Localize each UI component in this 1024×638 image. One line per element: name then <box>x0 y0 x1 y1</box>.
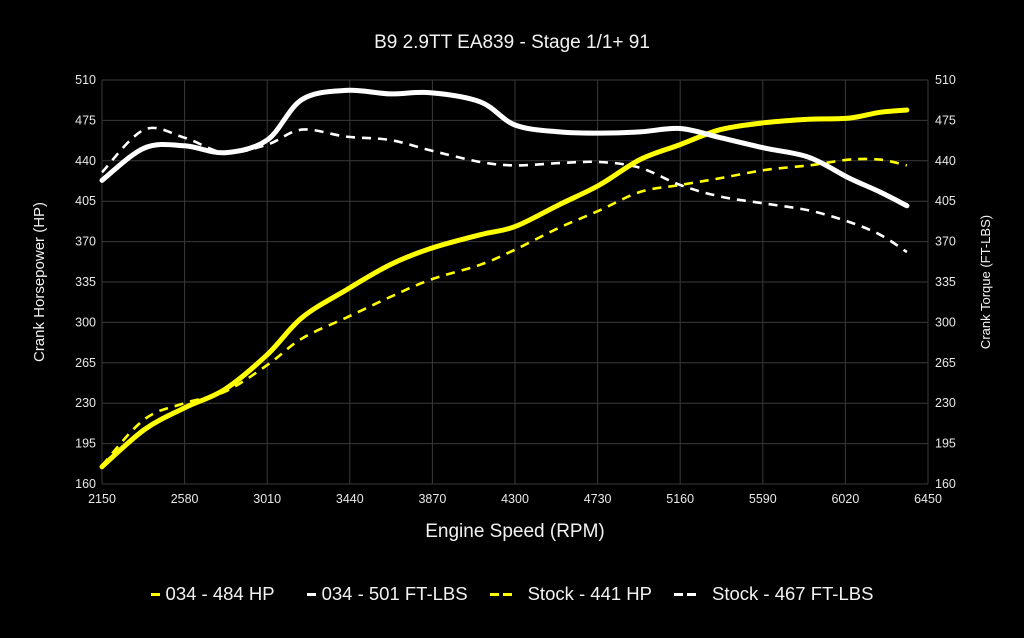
y-right-tick-label: 440 <box>935 154 956 168</box>
y-tick-label: 265 <box>75 356 96 370</box>
y-tick-label: 300 <box>75 315 96 329</box>
y-right-tick-label: 265 <box>935 356 956 370</box>
legend-label: Stock - 467 FT-LBS <box>712 583 874 604</box>
x-tick-label: 5160 <box>666 492 694 506</box>
y-right-tick-label: 195 <box>935 437 956 451</box>
x-tick-label: 3870 <box>418 492 446 506</box>
y-right-tick-label: 405 <box>935 194 956 208</box>
y-right-tick-label: 230 <box>935 396 956 410</box>
y-tick-label: 160 <box>75 477 96 491</box>
y-tick-label: 230 <box>75 396 96 410</box>
legend-item-034-hp: 034 - 484 HP <box>150 583 275 605</box>
legend-item-stock-torque: Stock - 467 FT-LBS <box>674 583 873 605</box>
x-tick-label: 3010 <box>253 492 281 506</box>
y-tick-label: 510 <box>75 73 96 87</box>
chart-legend: 034 - 484 HP 034 - 501 FT-LBS Stock - 44… <box>0 583 1024 605</box>
x-tick-label: 5590 <box>749 492 777 506</box>
y-tick-label: 370 <box>75 235 96 249</box>
legend-label: 034 - 484 HP <box>165 583 275 604</box>
legend-item-034-torque: 034 - 501 FT-LBS <box>306 583 468 605</box>
legend-label: Stock - 441 HP <box>527 583 653 604</box>
x-axis-ticks: 2150 2580 3010 3440 3870 4300 4730 5160 5590 6020… <box>88 492 942 506</box>
y-right-tick-label: 300 <box>935 315 956 329</box>
solid-yellow-swatch-icon <box>150 592 160 596</box>
legend-label: 034 - 501 FT-LBS <box>321 583 468 604</box>
x-tick-label: 4300 <box>501 492 529 506</box>
y-axis-right-ticks: 160 195 230 265 300 335 370 405 440 475 510 <box>935 73 956 491</box>
y-tick-label: 475 <box>75 113 96 127</box>
y-tick-label: 335 <box>75 275 96 289</box>
x-tick-label: 6450 <box>914 492 942 506</box>
x-axis-title: Engine Speed (RPM) <box>425 521 605 542</box>
y-right-tick-label: 510 <box>935 73 956 87</box>
y-right-tick-label: 160 <box>935 477 956 491</box>
series-line-034-501-ft-lbs <box>99 87 910 209</box>
y-axis-left-title: Crank Horsepower (HP) <box>31 202 48 362</box>
x-tick-label: 3440 <box>336 492 364 506</box>
x-tick-label: 2580 <box>171 492 199 506</box>
chart-title: B9 2.9TT EA839 - Stage 1/1+ 91 <box>374 32 650 53</box>
y-axis-right-title: Crank Torque (FT-LBS) <box>978 215 993 349</box>
y-axis-left-ticks: 160 195 230 265 300 335 370 405 440 475 510 <box>75 73 96 491</box>
x-tick-label: 4730 <box>584 492 612 506</box>
series-line-stock-467-ft-lbs <box>101 126 908 254</box>
y-tick-label: 440 <box>75 154 96 168</box>
y-tick-label: 405 <box>75 194 96 208</box>
x-tick-label: 6020 <box>831 492 859 506</box>
dashed-white-swatch-icon <box>674 592 697 596</box>
y-tick-label: 195 <box>75 437 96 451</box>
data-lines <box>99 87 910 470</box>
dashed-yellow-swatch-icon <box>489 592 512 596</box>
series-line-034-484-hp <box>99 107 910 470</box>
solid-white-swatch-icon <box>306 592 316 596</box>
legend-item-stock-hp: Stock - 441 HP <box>489 583 653 605</box>
y-right-tick-label: 335 <box>935 275 956 289</box>
grid-lines <box>101 79 929 485</box>
series-line-stock-441-hp <box>101 157 908 467</box>
y-right-tick-label: 370 <box>935 235 956 249</box>
x-tick-label: 2150 <box>88 492 116 506</box>
y-right-tick-label: 475 <box>935 113 956 127</box>
